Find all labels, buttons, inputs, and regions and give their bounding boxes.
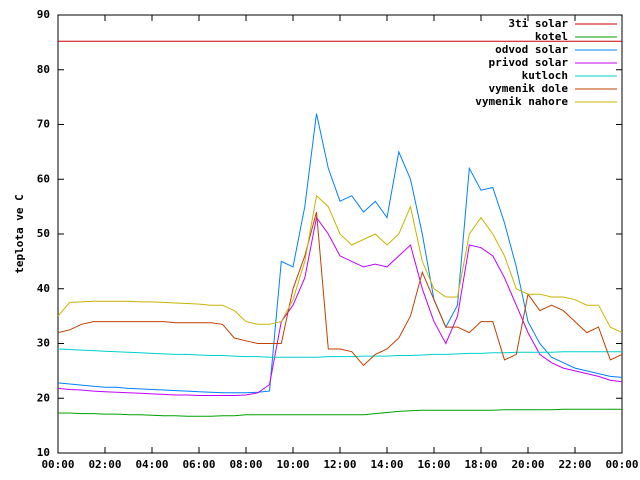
series-line [57,211,623,367]
legend-label: 3ti solar [508,17,568,30]
x-tick-label: 22:00 [558,458,591,471]
series-line [57,348,622,358]
x-tick-label: 10:00 [276,458,309,471]
series-line [57,216,623,396]
y-tick-label: 70 [37,118,50,131]
legend-label: odvod solar [495,43,568,56]
x-tick-label: 00:00 [41,458,74,471]
x-tick-label: 12:00 [323,458,356,471]
y-tick-label: 90 [37,8,50,21]
y-tick-label: 50 [37,227,50,240]
legend-label: kutloch [522,69,568,82]
x-tick-label: 18:00 [464,458,497,471]
legend-label: vymenik nahore [475,95,568,108]
y-tick-label: 40 [37,282,50,295]
x-tick-label: 02:00 [88,458,121,471]
y-tick-label: 20 [37,391,50,404]
x-tick-label: 08:00 [229,458,262,471]
x-tick-label: 16:00 [417,458,450,471]
y-tick-label: 60 [37,172,50,185]
x-tick-label: 06:00 [182,458,215,471]
legend-label: kotel [535,30,568,43]
y-tick-label: 30 [37,337,50,350]
y-tick-label: 10 [37,446,50,459]
y-tick-label: 80 [37,63,50,76]
series-line [57,113,623,394]
x-tick-label: 14:00 [370,458,403,471]
series-line [57,194,623,334]
x-tick-label: 20:00 [511,458,544,471]
legend-label: privod solar [489,56,569,69]
x-tick-label: 04:00 [135,458,168,471]
legend-label: vymenik dole [489,82,569,95]
x-tick-label: 00:00 [605,458,638,471]
series-line [58,408,622,417]
y-axis-label: teplota ve C [13,194,26,273]
